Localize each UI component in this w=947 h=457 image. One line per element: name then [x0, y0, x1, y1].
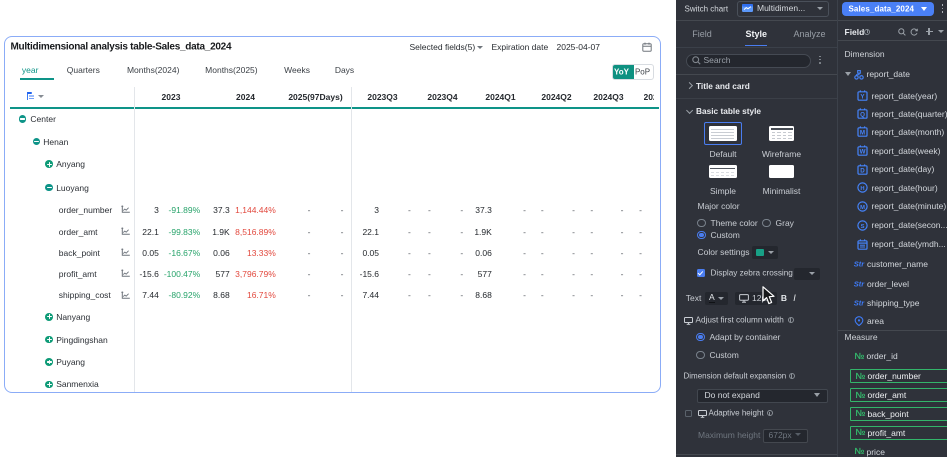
svg-text:S: S	[860, 223, 864, 229]
svg-text:Y: Y	[860, 93, 865, 100]
svg-text:H: H	[860, 186, 864, 192]
svg-text:D: D	[860, 167, 865, 174]
svg-text:W: W	[859, 148, 865, 155]
svg-text:M: M	[859, 129, 864, 136]
svg-text:M: M	[860, 204, 865, 210]
svg-text:Q: Q	[860, 111, 865, 118]
